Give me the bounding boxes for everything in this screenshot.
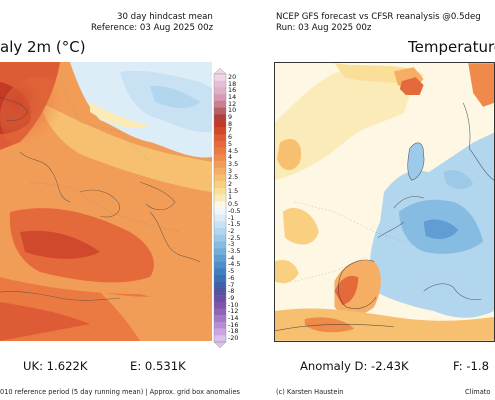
- right-footer-right: Climato: [465, 388, 491, 396]
- colorbar-tick-label: -9: [228, 293, 235, 302]
- colorbar-segment: [214, 201, 226, 209]
- colorbar-segment: [214, 194, 226, 202]
- colorbar-bottom-arrow: [213, 341, 227, 348]
- colorbar-tick-label: 12: [228, 99, 237, 108]
- left-anomaly-map: [0, 62, 212, 341]
- stat-e: E: 0.531K: [130, 359, 186, 373]
- colorbar-tick-label: -8: [228, 287, 235, 296]
- colorbar-segment: [214, 134, 226, 142]
- left-footer: 010 reference period (5 day running mean…: [0, 388, 240, 396]
- colorbar-tick-label: -2.5: [228, 233, 241, 242]
- colorbar-segment: [214, 80, 226, 88]
- colorbar-segment: [214, 268, 226, 276]
- colorbar-tick-label: -14: [228, 314, 239, 323]
- colorbar-tick-label: 7: [228, 126, 233, 135]
- colorbar-tick-label: 9: [228, 113, 233, 122]
- colorbar-tick-label: -12: [228, 307, 239, 316]
- colorbar-segment: [214, 254, 226, 262]
- colorbar-segment: [214, 87, 226, 95]
- right-header-line2: Run: 03 Aug 2025 00z: [276, 23, 372, 33]
- colorbar-segment: [214, 321, 226, 329]
- colorbar-segment: [214, 275, 226, 282]
- right-header-line1: NCEP GFS forecast vs CFSR reanalysis @0.…: [276, 12, 481, 22]
- colorbar-tick-label: -1.5: [228, 220, 241, 229]
- colorbar-segment: [214, 295, 226, 302]
- colorbar-segment: [214, 208, 226, 215]
- left-header-line1: 30 day hindcast mean: [117, 12, 213, 22]
- colorbar-tick-label: 14: [228, 92, 237, 101]
- colorbar-segment: [214, 308, 226, 316]
- colorbar-tick-label: -2: [228, 226, 235, 235]
- colorbar-tick-label: -0.5: [228, 206, 241, 215]
- colorbar-segment: [214, 147, 226, 155]
- colorbar-tick-label: 1.5: [228, 186, 239, 195]
- colorbar-segment: [214, 261, 226, 269]
- stat-uk: UK: 1.622K: [23, 359, 88, 373]
- right-footer-left: (c) Karsten Haustein: [276, 388, 344, 396]
- colorbar-tick-label: 5: [228, 139, 233, 148]
- colorbar-segment: [214, 174, 226, 182]
- stat-f: F: -1.8: [453, 359, 489, 373]
- colorbar-segment: [214, 167, 226, 175]
- colorbar-tick-label: -3.5: [228, 247, 241, 256]
- colorbar-segment: [214, 141, 226, 148]
- colorbar-segment: [214, 114, 226, 122]
- colorbar-segment: [214, 241, 226, 249]
- colorbar-segment: [214, 301, 226, 309]
- colorbar-tick-label: -10: [228, 300, 239, 309]
- colorbar-segment: [214, 154, 226, 162]
- colorbar-tick-label: -3: [228, 240, 235, 249]
- colorbar-tick-label: -18: [228, 327, 239, 336]
- colorbar-tick-label: 2: [228, 180, 233, 189]
- colorbar-segment: [214, 161, 226, 168]
- colorbar-tick-label: 3.5: [228, 159, 239, 168]
- colorbar-segment: [214, 328, 226, 336]
- colorbar-tick-label: 8: [228, 119, 233, 128]
- colorbar-segment: [214, 315, 226, 323]
- colorbar-segment: [214, 94, 226, 101]
- colorbar-tick-label: -4.5: [228, 260, 241, 269]
- right-anomaly-map: [274, 62, 495, 342]
- colorbar-segment: [214, 107, 226, 115]
- colorbar-segment: [214, 228, 226, 235]
- colorbar-segment: [214, 221, 226, 229]
- colorbar-segment: [214, 248, 226, 256]
- colorbar-segment: [214, 234, 226, 242]
- colorbar-tick-label: 3: [228, 166, 233, 175]
- colorbar-tick-label: 20: [228, 72, 237, 81]
- colorbar-tick-label: -7: [228, 280, 235, 289]
- colorbar: [213, 68, 227, 348]
- colorbar-segment: [214, 120, 226, 128]
- colorbar-segment: [214, 288, 226, 296]
- colorbar-tick-label: 18: [228, 79, 237, 88]
- colorbar-tick-label: 0.5: [228, 200, 239, 209]
- colorbar-segment: [214, 127, 226, 135]
- right-map-title: Temperature: [408, 38, 495, 56]
- colorbar-segment: [214, 187, 226, 195]
- colorbar-tick-label: 2.5: [228, 173, 239, 182]
- colorbar-tick-label: 6: [228, 133, 233, 142]
- colorbar-segment: [214, 100, 226, 108]
- left-map-title: aly 2m (°C): [0, 38, 86, 56]
- colorbar-tick-label: 4.5: [228, 146, 239, 155]
- colorbar-segment: [214, 181, 226, 189]
- colorbar-tick-label: -16: [228, 320, 239, 329]
- colorbar-tick-label: -4: [228, 253, 235, 262]
- colorbar-segment: [214, 281, 226, 289]
- colorbar-segment: [214, 214, 226, 222]
- colorbar-tick-label: -1: [228, 213, 235, 222]
- colorbar-tick-label: 10: [228, 106, 237, 115]
- colorbar-tick-label: 1: [228, 193, 233, 202]
- colorbar-tick-label: 16: [228, 86, 237, 95]
- stat-d: Anomaly D: -2.43K: [300, 359, 409, 373]
- colorbar-tick-label: 4: [228, 153, 233, 162]
- left-header-line2: Reference: 03 Aug 2025 00z: [91, 23, 214, 33]
- colorbar-tick-label: -6: [228, 273, 235, 282]
- colorbar-segment: [214, 74, 226, 81]
- colorbar-tick-label: -20: [228, 334, 239, 343]
- colorbar-tick-label: -5: [228, 267, 235, 276]
- colorbar-top-arrow: [213, 68, 227, 75]
- colorbar-segment: [214, 335, 226, 343]
